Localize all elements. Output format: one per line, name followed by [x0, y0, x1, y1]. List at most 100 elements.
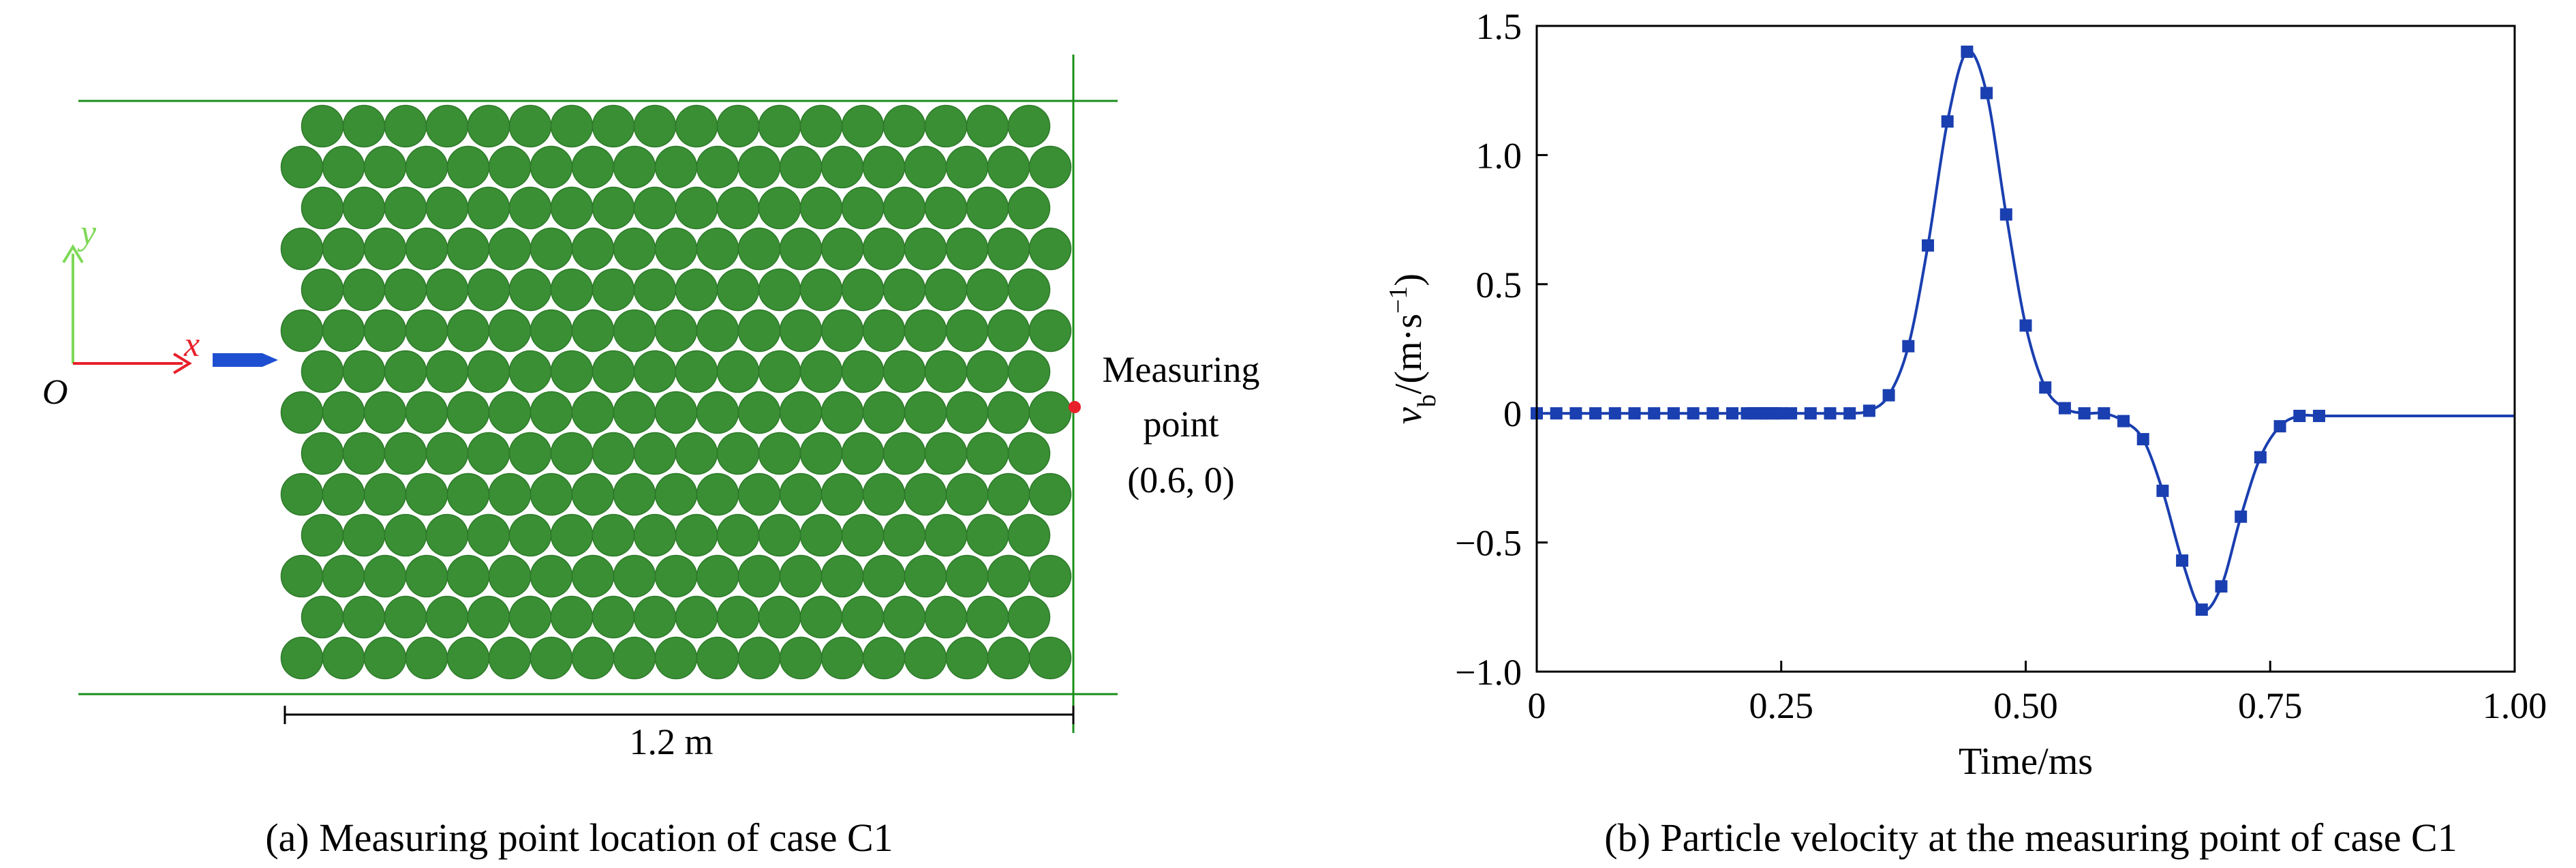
particle: [821, 554, 864, 598]
data-marker: [1550, 407, 1563, 420]
data-marker: [1922, 239, 1934, 252]
particle: [696, 554, 739, 598]
particle: [508, 104, 552, 148]
particle: [384, 186, 427, 230]
data-marker: [1999, 208, 2012, 221]
particle: [405, 309, 448, 353]
particle: [1007, 513, 1051, 557]
particle: [571, 391, 615, 434]
particle: [841, 186, 885, 230]
particle: [821, 391, 864, 434]
caption-a: (a) Measuring point location of case C1: [265, 815, 893, 860]
particle: [384, 432, 427, 475]
particle: [571, 473, 615, 516]
particle: [883, 104, 926, 148]
y-axis-arrowhead: [62, 244, 84, 264]
particle: [654, 473, 698, 516]
particle: [467, 186, 510, 230]
particle: [592, 513, 635, 557]
particle: [841, 595, 885, 639]
particle: [696, 636, 739, 680]
particle: [488, 636, 532, 680]
data-marker: [2019, 319, 2032, 332]
particle: [883, 595, 926, 639]
particle: [1028, 227, 1072, 271]
particle: [530, 145, 573, 189]
y-axis-title: vb/(m·s−1): [1384, 273, 1441, 424]
particle: [342, 186, 386, 230]
particle: [425, 432, 469, 475]
particle: [592, 350, 635, 393]
particle: [550, 350, 594, 393]
particle: [716, 268, 760, 312]
x-tick-label: 0.25: [1749, 685, 1814, 726]
particle: [675, 432, 718, 475]
particle: [779, 227, 823, 271]
particle: [987, 636, 1030, 680]
particle: [758, 350, 801, 393]
particle: [966, 513, 1009, 557]
particle: [425, 186, 469, 230]
particle: [1007, 350, 1051, 393]
particle: [1007, 104, 1051, 148]
particle: [488, 309, 532, 353]
data-marker: [2078, 407, 2091, 420]
particle: [446, 227, 490, 271]
particle: [737, 473, 781, 516]
data-marker: [1775, 407, 1788, 420]
particle: [966, 104, 1009, 148]
particle: [924, 432, 968, 475]
particle: [821, 145, 864, 189]
particle: [446, 554, 490, 598]
data-marker: [1882, 389, 1895, 402]
particle: [737, 636, 781, 680]
particle: [363, 391, 407, 434]
particle: [904, 145, 947, 189]
particle: [530, 227, 573, 271]
particle: [799, 432, 843, 475]
data-marker: [1941, 115, 1954, 128]
particle: [446, 636, 490, 680]
particle: [779, 473, 823, 516]
particle: [592, 104, 635, 148]
particle: [446, 391, 490, 434]
particle: [633, 513, 677, 557]
particle: [571, 309, 615, 353]
particle: [363, 309, 407, 353]
data-marker: [1667, 407, 1680, 420]
particle-assembly: [280, 104, 1072, 680]
particle: [654, 227, 698, 271]
data-marker: [2039, 381, 2052, 394]
particle: [530, 554, 573, 598]
particle: [613, 309, 656, 353]
measuring-point-marker: [1069, 401, 1081, 413]
y-title-close: ): [1387, 273, 1430, 286]
particle: [446, 309, 490, 353]
particle: [716, 432, 760, 475]
particle: [904, 554, 947, 598]
x-axis-arrowhead: [172, 353, 192, 374]
particle: [821, 636, 864, 680]
measuring-label-line1: Measuring: [1103, 349, 1260, 390]
particle: [758, 186, 801, 230]
particle: [716, 186, 760, 230]
particle: [363, 227, 407, 271]
data-marker: [2176, 554, 2189, 567]
data-marker: [1804, 407, 1817, 420]
particle: [758, 432, 801, 475]
measuring-label-line2: point: [1143, 404, 1218, 445]
y-tick-label: 1.0: [1476, 135, 1522, 176]
particle: [405, 636, 448, 680]
particle: [716, 104, 760, 148]
particle: [633, 268, 677, 312]
particle: [301, 350, 344, 393]
particle: [779, 391, 823, 434]
particle: [1028, 554, 1072, 598]
data-marker: [1687, 407, 1700, 420]
particle: [945, 636, 989, 680]
particle: [654, 391, 698, 434]
x-tick-label: 0.50: [1993, 685, 2058, 726]
particle: [550, 104, 594, 148]
particle: [654, 145, 698, 189]
particle: [571, 554, 615, 598]
